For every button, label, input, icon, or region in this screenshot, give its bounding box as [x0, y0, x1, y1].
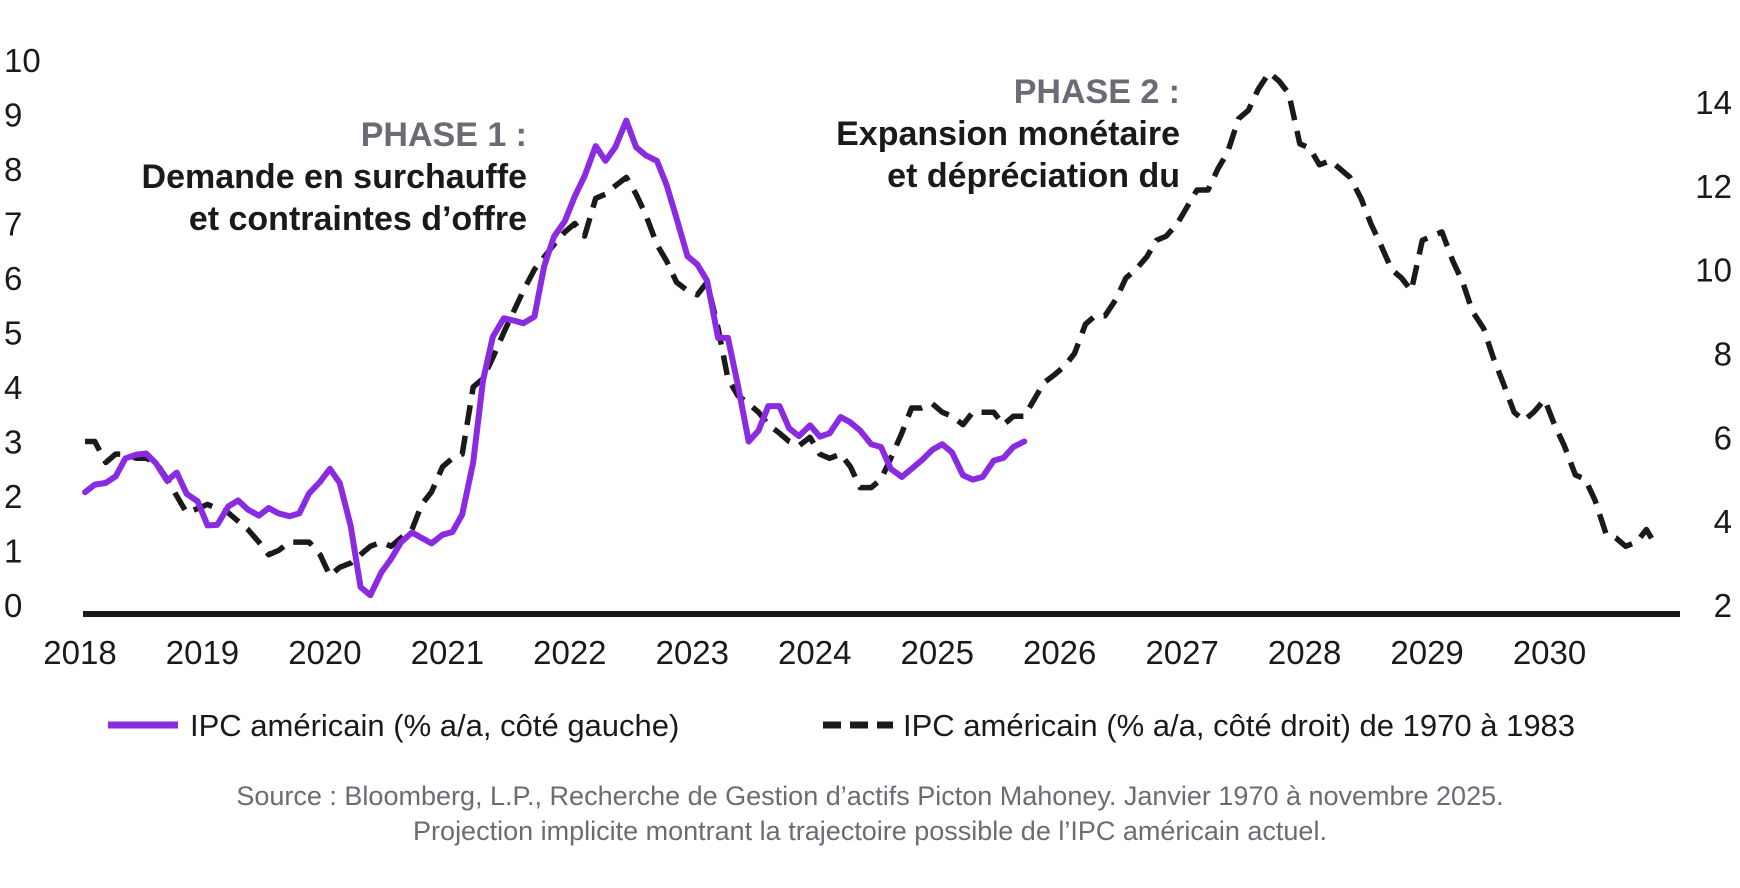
annotation-phase-2: PHASE 2 : Expansion monétaire et dépréci… [836, 73, 1180, 195]
x-tick-label: 2024 [778, 634, 851, 671]
x-tick-label: 2018 [43, 634, 116, 671]
x-tick-label: 2026 [1023, 634, 1096, 671]
left-tick-label: 2 [4, 478, 22, 515]
source-note: Source : Bloomberg, L.P., Recherche de G… [236, 781, 1503, 846]
x-tick-label: 2023 [656, 634, 729, 671]
legend-label-cpi-current: IPC américain (% a/a, côté gauche) [190, 708, 679, 743]
source-line-1: Source : Bloomberg, L.P., Recherche de G… [236, 781, 1503, 811]
left-tick-label: 1 [4, 533, 22, 570]
left-tick-label: 3 [4, 424, 22, 461]
x-tick-label: 2019 [166, 634, 239, 671]
right-tick-label: 8 [1714, 335, 1732, 372]
x-tick-label: 2028 [1268, 634, 1341, 671]
left-axis: 0 1 2 3 4 5 6 7 8 9 10 [4, 42, 41, 624]
x-tick-label: 2020 [288, 634, 361, 671]
x-tick-label: 2021 [411, 634, 484, 671]
left-tick-label: 6 [4, 260, 22, 297]
annotation-phase-1: PHASE 1 : Demande en surchauffe et contr… [142, 116, 527, 238]
right-axis: 2 4 6 8 10 12 14 [1695, 84, 1732, 624]
x-tick-label: 2029 [1390, 634, 1463, 671]
left-tick-label: 7 [4, 206, 22, 243]
legend-label-cpi-1970-1983: IPC américain (% a/a, côté droit) de 197… [903, 708, 1575, 743]
series-line-cpi-current [82, 117, 1028, 599]
right-tick-label: 2 [1714, 587, 1732, 624]
left-tick-label: 8 [4, 151, 22, 188]
legend: IPC américain (% a/a, côté gauche) IPC a… [108, 708, 1575, 743]
annotation-phase-1-line-2: et contraintes d’offre [189, 200, 527, 238]
right-tick-label: 4 [1714, 503, 1732, 540]
annotation-phase-1-title: PHASE 1 : [361, 116, 527, 154]
right-tick-label: 10 [1695, 252, 1732, 289]
left-tick-label: 4 [4, 369, 22, 406]
x-tick-label: 2025 [901, 634, 974, 671]
left-tick-label: 5 [4, 315, 22, 352]
annotation-phase-2-line-1: Expansion monétaire [836, 115, 1180, 153]
x-tick-label: 2030 [1513, 634, 1586, 671]
right-tick-label: 12 [1695, 168, 1732, 205]
right-tick-label: 14 [1695, 84, 1732, 121]
x-axis: 2018 2019 2020 2021 2022 2023 2024 2025 2026 2027… [43, 634, 1586, 671]
right-tick-label: 6 [1714, 419, 1732, 456]
left-tick-label: 9 [4, 97, 22, 134]
annotation-phase-1-line-1: Demande en surchauffe [142, 158, 527, 196]
source-line-2: Projection implicite montrant la traject… [413, 816, 1327, 846]
annotation-phase-2-title: PHASE 2 : [1014, 73, 1180, 111]
annotation-phase-2-line-2: et dépréciation du [887, 157, 1180, 195]
x-tick-label: 2022 [533, 634, 606, 671]
x-tick-label: 2027 [1145, 634, 1218, 671]
series-line-cpi-1970-1983 [85, 69, 1659, 579]
left-tick-label: 0 [4, 587, 22, 624]
left-tick-label: 10 [4, 42, 41, 79]
